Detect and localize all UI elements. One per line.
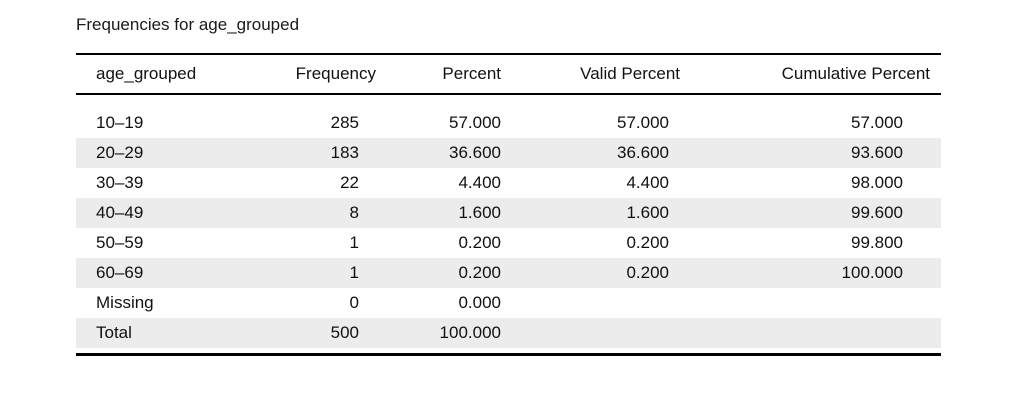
table-row: 10–19 285 57.000 57.000 57.000 [76,108,941,138]
table-row: 60–69 1 0.200 0.200 100.000 [76,258,941,288]
cumulative-percent-cell: 100.000 [841,263,903,282]
group-cell: 60–69 [96,263,144,282]
table-row: 20–29 183 36.600 36.600 93.600 [76,138,941,168]
footer-spacer [76,348,941,355]
cumulative-percent-cell [683,318,941,348]
table-title: Frequencies for age_grouped [76,15,300,34]
frequency-cell: 1 [349,263,359,282]
frequency-cell: 22 [340,173,359,192]
frequency-cell: 0 [349,293,359,312]
valid-percent-cell: 1.600 [626,203,669,222]
table-row: 30–39 22 4.400 4.400 98.000 [76,168,941,198]
frequencies-table: age_grouped Frequency Percent Valid Perc… [76,53,941,356]
column-header-valid-percent: Valid Percent [504,54,683,95]
table-row: 40–49 8 1.600 1.600 99.600 [76,198,941,228]
group-cell: 30–39 [96,173,144,192]
valid-percent-cell: 0.200 [626,263,669,282]
group-cell: Total [96,323,132,342]
percent-cell: 0.200 [458,263,501,282]
cumulative-percent-cell: 57.000 [851,113,903,132]
group-cell: Missing [96,293,154,312]
group-cell: 40–49 [96,203,144,222]
cumulative-percent-cell: 99.800 [851,233,903,252]
percent-cell: 57.000 [449,113,501,132]
column-header-frequency: Frequency [251,54,379,95]
cumulative-percent-cell [683,288,941,318]
valid-percent-cell: 0.200 [626,233,669,252]
percent-cell: 100.000 [439,323,501,342]
column-header-age-grouped: age_grouped [76,54,251,95]
group-cell: 10–19 [96,113,144,132]
group-cell: 20–29 [96,143,144,162]
valid-percent-cell: 36.600 [617,143,669,162]
percent-cell: 1.600 [458,203,501,222]
table-row: Missing 0 0.000 [76,288,941,318]
frequency-cell: 1 [349,233,359,252]
group-cell: 50–59 [96,233,144,252]
valid-percent-cell [504,318,683,348]
percent-cell: 0.000 [458,293,501,312]
frequency-cell: 285 [330,113,359,132]
table-header-row: age_grouped Frequency Percent Valid Perc… [76,54,941,95]
statistics-output-panel: Frequencies for age_grouped age_grouped … [76,14,941,356]
frequency-cell: 183 [330,143,359,162]
valid-percent-cell: 4.400 [626,173,669,192]
frequency-cell: 500 [330,323,359,342]
cumulative-percent-cell: 98.000 [851,173,903,192]
valid-percent-cell [504,288,683,318]
valid-percent-cell: 57.000 [617,113,669,132]
table-row: Total 500 100.000 [76,318,941,348]
column-header-cumulative-percent: Cumulative Percent [683,54,941,95]
cumulative-percent-cell: 99.600 [851,203,903,222]
header-spacer [76,94,941,108]
cumulative-percent-cell: 93.600 [851,143,903,162]
percent-cell: 0.200 [458,233,501,252]
column-header-percent: Percent [379,54,504,95]
table-row: 50–59 1 0.200 0.200 99.800 [76,228,941,258]
percent-cell: 4.400 [458,173,501,192]
percent-cell: 36.600 [449,143,501,162]
frequency-cell: 8 [349,203,359,222]
